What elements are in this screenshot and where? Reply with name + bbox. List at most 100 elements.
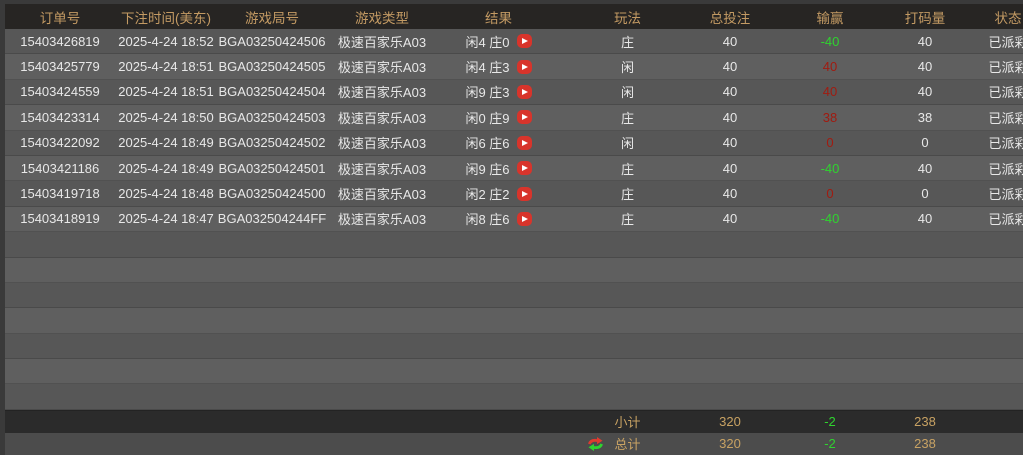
result-text: 闲6 庄6 [465, 136, 510, 152]
cell-play: 庄 [620, 161, 634, 177]
cell-roll: 40 [917, 211, 933, 227]
cell-bet: 40 [722, 211, 738, 227]
cell-play: 庄 [620, 212, 634, 228]
empty-table-row [5, 257, 1023, 283]
cell-roll: 38 [917, 109, 933, 125]
total-label: 总计 [614, 437, 641, 453]
cell-round: BGA03250424505 [218, 59, 326, 75]
table-row: 15403418919 2025-4-24 18:47 BGA032504244FF… [5, 206, 1023, 233]
cell-order: 15403418919 [20, 211, 100, 227]
cell-type: 极速百家乐A03 [337, 161, 427, 177]
cell-order: 15403424559 [20, 84, 100, 100]
cell-roll: 40 [917, 33, 933, 49]
cell-result: 闲8 庄6 [437, 207, 560, 231]
cell-result: 闲4 庄3 [437, 54, 560, 78]
header-cell-roll: 打码量 [904, 10, 946, 26]
header-cell-time: 下注时间(美东) [121, 10, 211, 26]
cell-time: 2025-4-24 18:51 [118, 59, 214, 75]
cell-time: 2025-4-24 18:48 [118, 186, 214, 202]
cell-play: 庄 [620, 110, 634, 126]
table-row: 15403424559 2025-4-24 18:51 BGA03250424504… [5, 79, 1023, 106]
cell-order: 15403426819 [20, 33, 100, 49]
total-winloss: -2 [824, 436, 836, 452]
total-bet: 320 [719, 436, 741, 452]
cell-status: 已派彩 [988, 161, 1023, 177]
cell-round: BGA03250424506 [218, 33, 326, 49]
cell-time: 2025-4-24 18:50 [118, 109, 214, 125]
subtotal-row: 小计 320 -2 238 [5, 409, 1023, 433]
play-icon [522, 88, 529, 95]
header-cell-type: 游戏类型 [355, 10, 409, 26]
cell-status: 已派彩 [988, 187, 1023, 203]
header-cell-round: 游戏局号 [245, 10, 299, 26]
cell-type: 极速百家乐A03 [337, 212, 427, 228]
total-row: 总计 320 -2 238 [5, 432, 1023, 455]
cell-winloss: -40 [820, 33, 840, 49]
play-video-button[interactable] [516, 59, 532, 74]
cell-order: 15403423314 [20, 109, 100, 125]
cell-play: 闲 [620, 60, 634, 76]
cell-winloss: 40 [822, 59, 838, 75]
play-video-button[interactable] [516, 110, 532, 125]
cell-status: 已派彩 [988, 85, 1023, 101]
empty-table-row [5, 384, 1023, 410]
cell-play: 闲 [620, 136, 634, 152]
header-cell-bet: 总投注 [709, 10, 751, 26]
play-video-button[interactable] [516, 186, 532, 201]
cell-result: 闲0 庄9 [437, 105, 560, 129]
cell-status: 已派彩 [988, 110, 1023, 126]
cell-status: 已派彩 [988, 60, 1023, 76]
cell-type: 极速百家乐A03 [337, 85, 427, 101]
total-roll: 238 [914, 436, 936, 452]
cell-order: 15403425779 [20, 59, 100, 75]
play-icon [522, 114, 529, 121]
cell-round: BGA03250424503 [218, 109, 326, 125]
refresh-icon[interactable] [586, 436, 605, 451]
cell-bet: 40 [722, 186, 738, 202]
cell-round: BGA03250424504 [218, 84, 326, 100]
table-row: 15403419718 2025-4-24 18:48 BGA03250424500… [5, 181, 1023, 207]
cell-type: 极速百家乐A03 [337, 34, 427, 50]
cell-result: 闲4 庄0 [437, 29, 560, 53]
header-cell-result: 结果 [485, 10, 512, 26]
cell-round: BGA03250424502 [218, 135, 326, 151]
cell-play: 闲 [620, 85, 634, 101]
table-body: 15403426819 2025-4-24 18:52 BGA03250424506… [5, 29, 1023, 410]
result-text: 闲9 庄6 [465, 161, 510, 177]
header-cell-winloss: 输赢 [816, 10, 844, 26]
play-video-button[interactable] [516, 135, 532, 150]
cell-bet: 40 [722, 135, 738, 151]
cell-result: 闲9 庄3 [437, 80, 560, 104]
cell-result: 闲9 庄6 [437, 156, 560, 180]
play-icon [522, 63, 529, 70]
empty-table-row [5, 333, 1023, 360]
subtotal-winloss: -2 [824, 414, 836, 430]
header-cell-play: 玩法 [614, 10, 641, 26]
play-video-button[interactable] [516, 161, 532, 176]
cell-bet: 40 [722, 59, 738, 75]
cell-time: 2025-4-24 18:49 [118, 160, 214, 176]
cell-bet: 40 [722, 160, 738, 176]
cell-bet: 40 [722, 33, 738, 49]
cell-type: 极速百家乐A03 [337, 136, 427, 152]
table-row: 15403423314 2025-4-24 18:50 BGA03250424503… [5, 105, 1023, 131]
result-text: 闲4 庄0 [465, 34, 510, 50]
cell-round: BGA032504244FF [217, 211, 327, 227]
table-row: 15403422092 2025-4-24 18:49 BGA03250424502… [5, 130, 1023, 156]
cell-status: 已派彩 [988, 136, 1023, 152]
cell-winloss: 0 [826, 186, 834, 202]
play-icon [522, 139, 529, 146]
cell-status: 已派彩 [988, 34, 1023, 50]
empty-table-row [5, 232, 1023, 258]
bet-history-panel: 订单号 下注时间(美东) 游戏局号 游戏类型 结果 玩法 总投注 输赢 打码量 状态 154034… [5, 4, 1023, 455]
play-video-button[interactable] [516, 211, 532, 226]
cell-roll: 40 [917, 59, 933, 75]
play-icon [522, 38, 529, 45]
result-text: 闲9 庄3 [465, 85, 510, 101]
empty-table-row [5, 282, 1023, 309]
play-video-button[interactable] [516, 34, 532, 49]
cell-winloss: -40 [820, 160, 840, 176]
play-video-button[interactable] [516, 84, 532, 99]
empty-table-row [5, 308, 1023, 334]
header-cell-order: 订单号 [39, 10, 81, 26]
